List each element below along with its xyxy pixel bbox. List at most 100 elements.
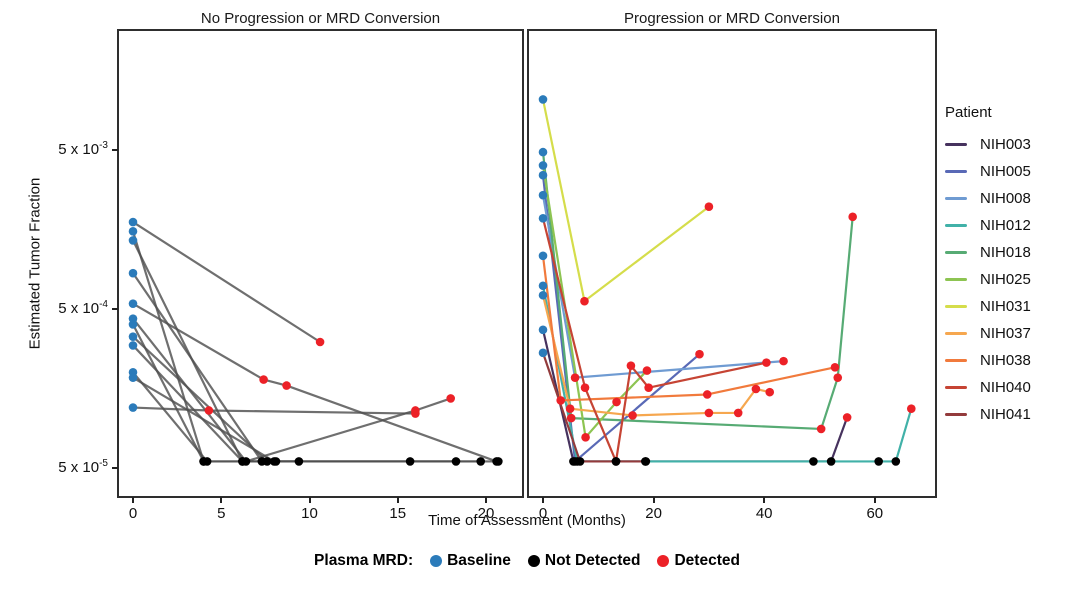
data-point-detected [702, 390, 712, 399]
patient-legend: Patient NIH003 NIH005 NIH008 NIH012 NIH018 NI… [945, 104, 1031, 428]
panel-title-no-progression: No Progression or MRD Conversion [200, 10, 441, 27]
series-line-gray [131, 230, 205, 463]
patient-legend-item-NIH005: NIH005 [945, 158, 1031, 185]
patient-color-swatch [945, 170, 967, 173]
patient-color-swatch [945, 251, 967, 254]
data-point-detected [204, 406, 214, 415]
data-point-detected [830, 362, 840, 372]
patient-legend-item-NIH038: NIH038 [945, 347, 1031, 374]
data-point-detected [581, 432, 590, 442]
data-point-detected [282, 381, 291, 390]
data-point-not-detected [451, 457, 461, 466]
patient-legend-item-NIH003: NIH003 [945, 131, 1031, 158]
data-point-detected [626, 361, 636, 370]
y-axis-label: Estimated Tumor Fraction [26, 177, 44, 350]
series-line-NIH041 [541, 351, 647, 463]
data-point-not-detected [575, 457, 585, 466]
data-point-detected [556, 396, 565, 405]
patient-label: NIH018 [980, 244, 1031, 261]
data-point-baseline [538, 213, 548, 223]
x-tick-mark [652, 497, 655, 503]
data-point-baseline [128, 373, 138, 382]
data-point-not-detected [874, 457, 883, 466]
data-point-baseline [538, 170, 548, 180]
patient-label: NIH005 [980, 163, 1031, 180]
data-point-not-detected [611, 457, 621, 466]
data-point-baseline [128, 268, 138, 278]
series-line-gray [131, 272, 263, 463]
data-point-baseline [128, 299, 138, 308]
series-line-gray [131, 376, 500, 463]
data-point-detected [612, 397, 621, 407]
x-tick-mark [132, 497, 134, 503]
patient-color-swatch [945, 332, 967, 335]
x-tick-label: 5 [217, 505, 226, 522]
patient-legend-item-NIH041: NIH041 [945, 401, 1031, 428]
data-point-not-detected [238, 457, 247, 466]
y-tick-label: 5 x 10-4 [32, 299, 108, 317]
data-point-detected [315, 337, 325, 347]
x-tick-label: 15 [389, 505, 407, 522]
patient-color-swatch [945, 359, 967, 362]
data-point-not-detected [826, 457, 836, 466]
data-point-baseline [538, 325, 548, 335]
series-line-gray [131, 220, 322, 344]
data-point-baseline [538, 281, 548, 291]
data-point-detected [816, 424, 826, 434]
patient-label: NIH025 [980, 271, 1031, 288]
data-point-detected [570, 373, 580, 382]
y-tick-base: 5 x 10 [58, 141, 100, 158]
data-point-baseline [538, 147, 548, 157]
data-point-not-detected [262, 457, 272, 466]
patient-legend-item-NIH025: NIH025 [945, 266, 1031, 293]
x-tick-mark [542, 497, 544, 503]
data-point-detected [704, 202, 714, 211]
mrd-legend-item-detected: Detected [657, 552, 740, 570]
y-tick-label: 5 x 10-5 [32, 458, 108, 476]
data-point-baseline [128, 332, 138, 341]
y-tick-mark [112, 467, 118, 469]
patient-legend-item-NIH012: NIH012 [945, 212, 1031, 239]
data-point-baseline [538, 290, 548, 300]
y-tick-mark [112, 149, 118, 151]
mrd-legend-title: Plasma MRD: [314, 552, 414, 569]
data-point-detected [580, 296, 589, 306]
data-point-not-detected [269, 457, 279, 466]
x-tick-mark [873, 497, 876, 503]
x-tick-mark [308, 497, 311, 503]
data-point-detected [580, 383, 590, 392]
patient-color-swatch [945, 197, 967, 200]
data-point-detected [411, 409, 420, 418]
patient-label: NIH012 [980, 217, 1031, 234]
patient-color-swatch [945, 224, 967, 227]
y-tick-exponent: -3 [99, 140, 108, 151]
data-point-baseline [128, 320, 138, 329]
x-tick-label: 10 [301, 505, 318, 522]
data-point-baseline [128, 236, 138, 245]
patient-legend-item-NIH018: NIH018 [945, 239, 1031, 266]
x-tick-mark [485, 497, 487, 503]
data-point-not-detected [405, 457, 415, 466]
y-tick-exponent: -4 [99, 299, 108, 310]
x-tick-label: 0 [538, 505, 548, 522]
patient-legend-item-NIH040: NIH040 [945, 374, 1031, 401]
patient-legend-items: NIH003 NIH005 NIH008 NIH012 NIH018 NIH025 NIH0… [945, 131, 1031, 428]
data-point-detected [762, 358, 771, 367]
data-point-detected [833, 373, 843, 382]
data-point-detected [446, 394, 456, 403]
panel-border [117, 29, 524, 498]
y-tick-label: 5 x 10-3 [32, 140, 108, 158]
data-point-detected [842, 413, 852, 422]
data-point-detected [906, 404, 916, 414]
data-point-not-detected [809, 457, 818, 466]
patient-label: NIH040 [980, 379, 1031, 396]
patient-legend-item-NIH031: NIH031 [945, 293, 1031, 320]
data-point-baseline [538, 348, 548, 358]
series-line-NIH012 [541, 284, 913, 463]
mrd-status-dot-icon [430, 555, 443, 567]
data-point-detected [642, 366, 652, 375]
data-point-detected [628, 411, 637, 420]
x-tick-label: 20 [645, 505, 662, 522]
data-point-not-detected [494, 457, 503, 466]
data-point-not-detected [294, 457, 304, 466]
